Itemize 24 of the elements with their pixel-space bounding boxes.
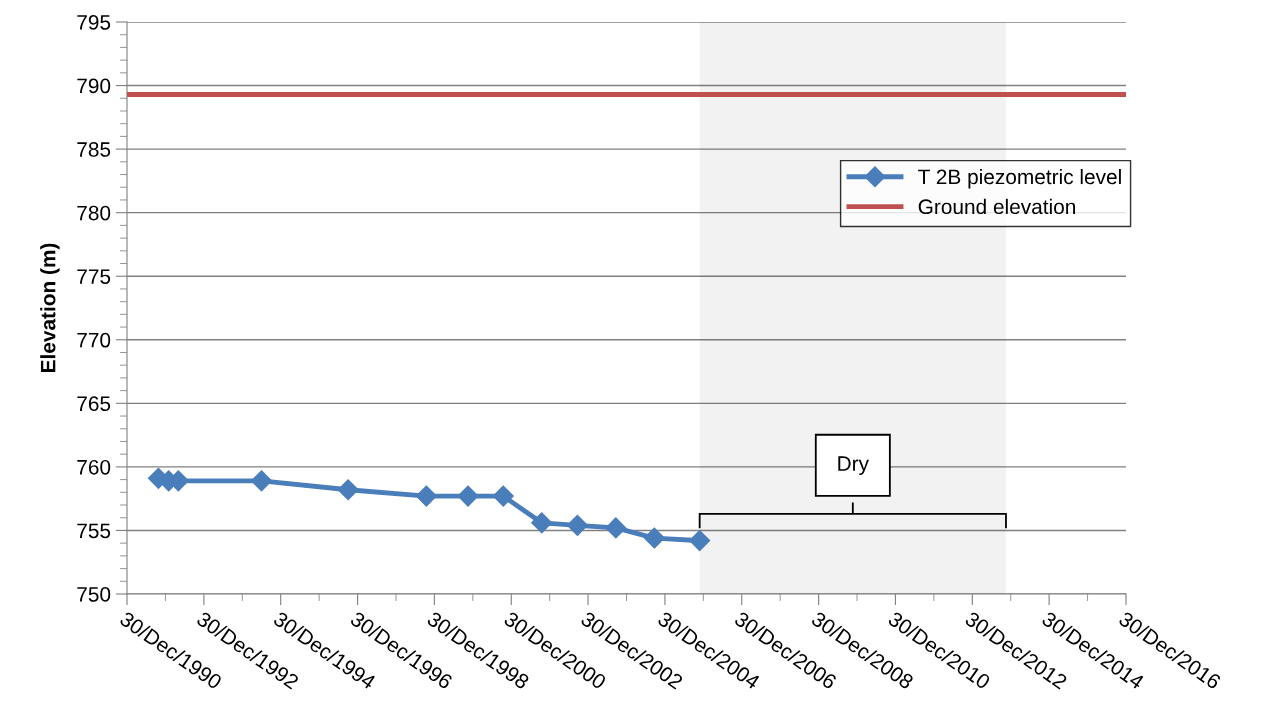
y-tick-label: 760 bbox=[77, 459, 111, 475]
y-axis-title: Elevation (m) bbox=[40, 243, 60, 373]
point bbox=[492, 485, 514, 507]
y-tick-label: 770 bbox=[77, 332, 111, 348]
legend-label: T 2B piezometric level bbox=[918, 168, 1121, 189]
point bbox=[689, 530, 711, 552]
y-tick-label: 780 bbox=[77, 205, 111, 221]
y-tick-label: 790 bbox=[77, 78, 111, 94]
y-tick-label: 755 bbox=[77, 523, 111, 539]
point bbox=[566, 514, 588, 536]
point bbox=[457, 485, 479, 507]
point bbox=[251, 470, 273, 492]
point bbox=[643, 527, 665, 549]
y-tick-label: 765 bbox=[77, 396, 111, 412]
legend-label: Ground elevation bbox=[918, 198, 1075, 215]
point bbox=[415, 485, 437, 507]
y-tick-label: 775 bbox=[77, 269, 111, 284]
point bbox=[337, 479, 359, 501]
point bbox=[531, 512, 553, 534]
y-tick-label: 795 bbox=[77, 15, 111, 30]
band-label: Dry bbox=[838, 456, 869, 476]
point bbox=[605, 517, 627, 539]
y-tick-label: 750 bbox=[77, 587, 111, 602]
y-tick-label: 785 bbox=[77, 142, 111, 157]
